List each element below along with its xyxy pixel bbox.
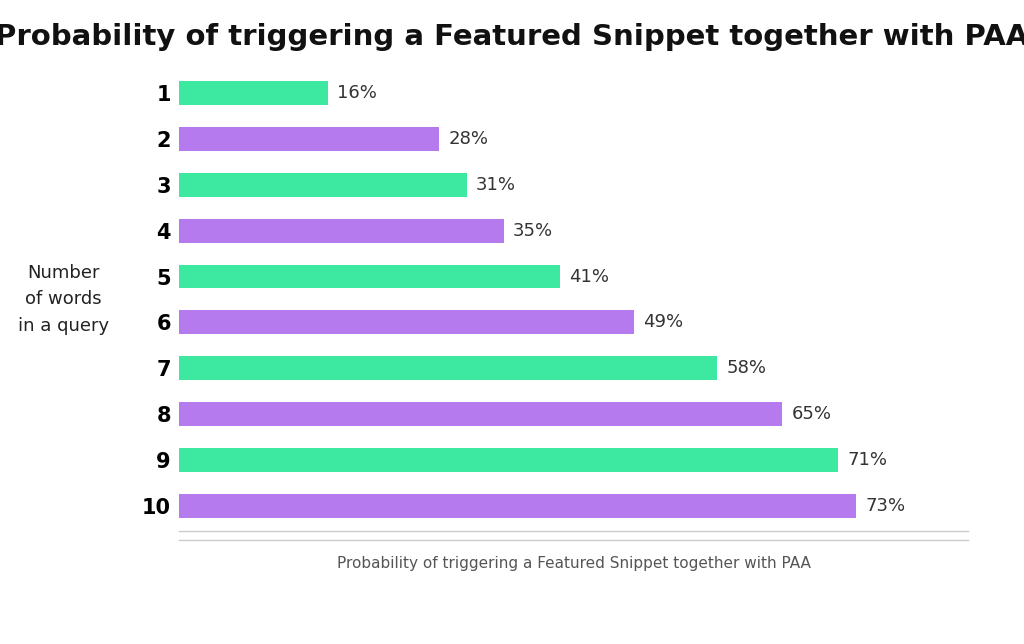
Bar — [179, 402, 782, 426]
Bar — [179, 448, 838, 472]
Text: 65%: 65% — [792, 405, 831, 423]
Bar — [179, 173, 467, 196]
Text: Number
of words
in a query: Number of words in a query — [18, 264, 109, 335]
Text: 49%: 49% — [643, 314, 683, 332]
Text: 31%: 31% — [476, 176, 516, 194]
Text: Probability of triggering a Featured Snippet together with PAA: Probability of triggering a Featured Sni… — [0, 23, 1024, 50]
Text: semrush.com: semrush.com — [41, 605, 163, 622]
Text: 41%: 41% — [568, 267, 609, 285]
Text: 71%: 71% — [847, 451, 887, 469]
Text: 58%: 58% — [726, 359, 767, 377]
Text: 28%: 28% — [449, 130, 488, 147]
Bar — [179, 494, 856, 518]
Bar — [179, 127, 439, 151]
Text: 35%: 35% — [513, 222, 553, 240]
Text: Probability of triggering a Featured Snippet together with PAA: Probability of triggering a Featured Sni… — [337, 556, 810, 571]
Text: SEMRUSH: SEMRUSH — [867, 603, 983, 623]
Bar — [179, 310, 634, 334]
Bar — [179, 265, 559, 289]
Bar — [179, 219, 504, 243]
Text: 16%: 16% — [337, 84, 377, 102]
Bar — [179, 356, 717, 380]
Text: 73%: 73% — [865, 497, 906, 515]
Bar — [179, 81, 328, 105]
